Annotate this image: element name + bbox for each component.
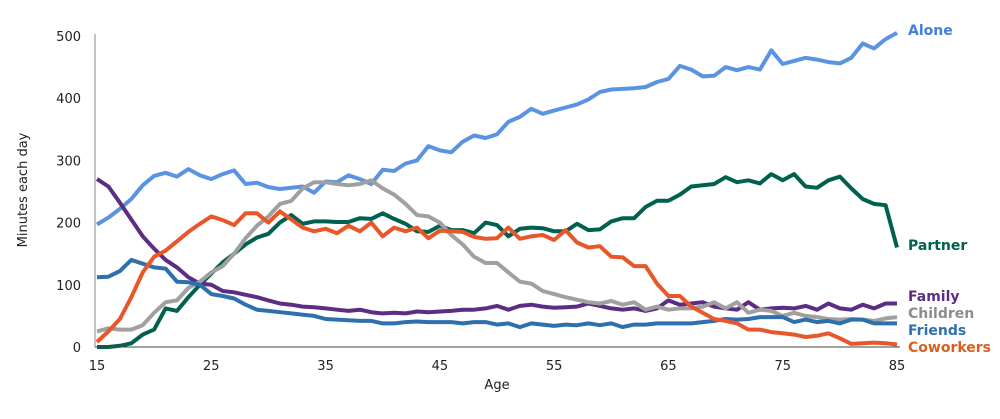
x-tick-label: 45: [432, 359, 449, 374]
series-line-friends: [96, 257, 897, 330]
y-tick-labels: 0 100 200 300 400 500: [56, 30, 81, 356]
y-tick-label: 100: [56, 279, 81, 294]
x-tick-label: 55: [546, 359, 563, 374]
series-label-coworkers: Coworkers: [908, 340, 991, 356]
series-label-friends: Friends: [908, 323, 966, 339]
series-line-coworkers: [95, 209, 898, 347]
series-labels: Alone Partner FamilyChildrenFriendsCoworke…: [908, 23, 991, 356]
x-tick-label: 25: [203, 359, 220, 374]
y-tick-label: 400: [56, 92, 81, 107]
y-tick-label: 500: [56, 30, 81, 45]
x-tick-label: 65: [660, 359, 677, 374]
series-line-partner: [97, 172, 899, 349]
y-tick-label: 0: [73, 341, 81, 356]
x-axis-title: Age: [484, 378, 509, 393]
series-label-alone: Alone: [908, 23, 953, 39]
y-tick-label: 300: [56, 154, 81, 169]
x-tick-label: 75: [774, 359, 791, 374]
series-label-partner: Partner: [908, 238, 967, 254]
series-label-children: Children: [908, 306, 974, 322]
x-tick-label: 15: [89, 359, 106, 374]
x-tick-label: 35: [317, 359, 334, 374]
series-line-alone: [95, 31, 898, 227]
series-lines: [95, 31, 899, 349]
x-tick-labels: 15 25 35 45 55 65 75 85: [89, 359, 906, 374]
series-line-children: [96, 178, 898, 334]
y-tick-label: 200: [56, 217, 81, 232]
y-axis-title: Minutes each day: [16, 132, 31, 247]
x-tick-label: 85: [889, 359, 906, 374]
series-label-family: Family: [908, 289, 960, 305]
